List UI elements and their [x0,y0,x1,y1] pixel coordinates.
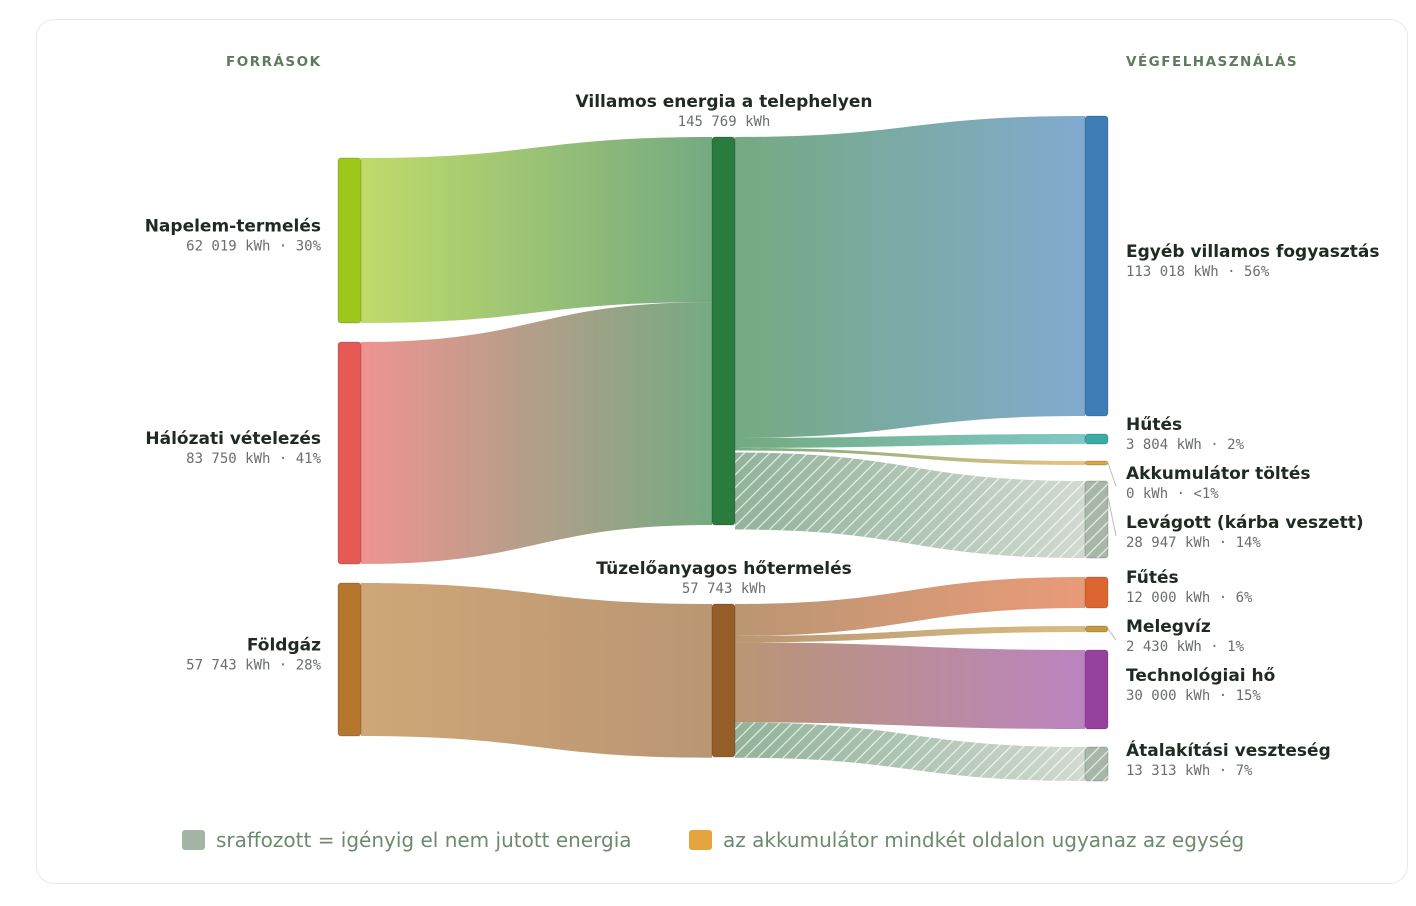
link-gas-fuel[interactable] [361,583,712,758]
node-value-solar: 62 019 kWh · 30% [186,239,321,255]
link-elec-other[interactable] [735,116,1085,438]
leader-curt [1107,496,1117,537]
link-elec-batt[interactable] [735,447,1085,465]
node-batt[interactable] [1084,460,1109,466]
node-label-curt: Levágott (kárba veszett) [1126,513,1364,533]
link-solar-elec[interactable] [361,137,712,323]
link-fuel-heat[interactable] [735,577,1085,636]
node-elec[interactable] [711,136,736,526]
node-value-cool: 3 804 kWh · 2% [1126,437,1245,453]
node-solar[interactable] [337,157,362,324]
legend: sraffozott = igényig el nem jutott energ… [182,828,1244,852]
link-layer [361,116,1085,781]
link-hatch-elec-curt [735,452,1085,558]
leader-dhw [1107,628,1117,641]
legend-label-1: sraffozott = igényig el nem jutott energ… [216,828,632,852]
node-gas[interactable] [337,582,362,737]
node-label-other: Egyéb villamos fogyasztás [1126,242,1379,262]
node-label-heat: Fűtés [1126,568,1179,588]
node-other[interactable] [1084,115,1109,417]
node-value-other: 113 018 kWh · 56% [1126,264,1270,280]
node-label-fuel: Tüzelőanyagos hőtermelés [596,559,852,579]
node-grid[interactable] [337,341,362,565]
legend-swatch-2 [689,830,712,850]
node-value-dhw: 2 430 kWh · 1% [1126,639,1245,655]
node-label-loss: Átalakítási veszteség [1126,739,1331,761]
node-label-grid: Hálózati vételezés [145,429,321,449]
node-proc[interactable] [1084,649,1109,730]
node-value-gas: 57 743 kWh · 28% [186,658,321,674]
node-value-heat: 12 000 kWh · 6% [1126,590,1253,606]
node-value-loss: 13 313 kWh · 7% [1126,763,1253,779]
link-elec-cool[interactable] [735,434,1085,448]
node-label-gas: Földgáz [247,636,321,656]
node-label-cool: Hűtés [1126,415,1182,435]
node-label-elec: Villamos energia a telephelyen [576,92,873,112]
column-header-sources: FORRÁSOK [226,53,322,70]
node-value-batt: 0 kWh · <1% [1126,486,1219,502]
link-fuel-proc[interactable] [735,642,1085,729]
node-cool[interactable] [1084,433,1109,445]
legend-swatch-1 [182,830,205,850]
node-label-solar: Napelem-termelés [145,217,321,237]
node-fuel[interactable] [711,603,736,758]
node-value-elec: 145 769 kWh [678,114,771,130]
node-value-grid: 83 750 kWh · 41% [186,451,321,467]
leader-batt [1107,462,1117,487]
node-layer [337,115,1109,782]
node-label-dhw: Melegvíz [1126,617,1211,637]
link-grid-elec[interactable] [361,302,712,564]
column-header-end-use: VÉGFELHASZNÁLÁS [1126,53,1298,70]
node-hatch-curt [1085,481,1108,558]
link-fuel-dhw[interactable] [735,626,1085,643]
node-value-curt: 28 947 kWh · 14% [1126,535,1261,551]
label-layer: Napelem-termelés 62 019 kWh · 30% Hálózati… [145,92,1380,779]
node-label-proc: Technológiai hő [1126,666,1275,686]
node-value-proc: 30 000 kWh · 15% [1126,688,1261,704]
link-hatch-fuel-loss [735,722,1085,781]
node-dhw[interactable] [1084,625,1109,633]
node-label-batt: Akkumulátor töltés [1126,464,1311,484]
legend-label-2: az akkumulátor mindkét oldalon ugyanaz a… [723,828,1244,852]
node-heat[interactable] [1084,576,1109,609]
node-hatch-loss [1085,747,1108,781]
node-value-fuel: 57 743 kWh [682,581,766,597]
